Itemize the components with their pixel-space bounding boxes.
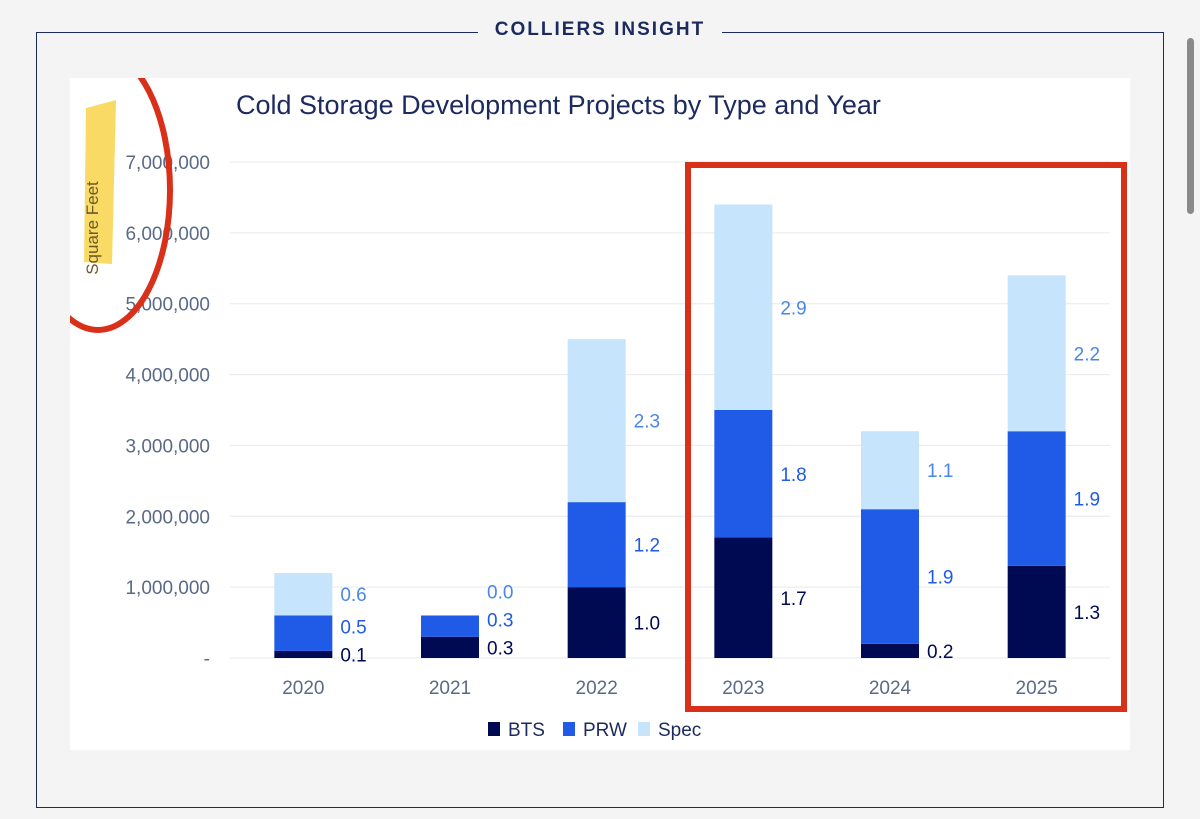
value-label-prw: 0.3: [487, 610, 513, 631]
x-tick-label: 2021: [429, 678, 471, 699]
bar-prw: [421, 615, 479, 637]
brand-label: COLLIERS INSIGHT: [494, 19, 706, 40]
bar-spec: [714, 204, 773, 410]
gridlines: [230, 161, 1110, 659]
value-label-spec: 2.2: [1074, 344, 1100, 365]
value-label-prw: 0.5: [340, 617, 366, 638]
x-tick-label: 2023: [722, 678, 764, 699]
value-label-spec: 2.3: [634, 412, 660, 433]
value-label-bts: 0.2: [927, 642, 953, 663]
value-label-prw: 1.2: [634, 536, 660, 557]
value-label-bts: 0.3: [487, 638, 513, 659]
bar-bts: [274, 650, 333, 658]
legend-swatch-prw: [563, 722, 575, 736]
chart-canvas: 0.1 0.5 0.6 0.3 0.3 0.0 1.0 1.2 2.3 1.7 1.8 2.9 0.2 1…: [70, 78, 1127, 741]
scrollbar-thumb[interactable]: [1187, 38, 1194, 214]
value-label-bts: 1.0: [634, 614, 660, 635]
value-label-bts: 0.1: [340, 645, 366, 666]
y-tick-label: -: [204, 649, 210, 670]
legend: BTS PRW Spec: [488, 720, 701, 741]
red-circle-annotation: [70, 78, 173, 333]
value-label-spec: 2.9: [780, 298, 806, 319]
bar-prw: [274, 615, 333, 651]
y-tick-label: 5,000,000: [125, 295, 210, 316]
value-label-spec: 1.1: [927, 461, 953, 482]
value-labels: 0.1 0.5 0.6 0.3 0.3 0.0 1.0 1.2 2.3 1.7 1.8 2.9 0.2 1…: [340, 298, 1100, 666]
red-box-annotation: [685, 162, 1127, 712]
legend-label-prw: PRW: [583, 720, 627, 741]
bar-prw: [714, 410, 773, 538]
axes: - 1,000,000 2,000,000 3,000,000 4,000,000 5,0…: [125, 153, 1057, 699]
value-label-spec: 0.0: [487, 582, 513, 603]
bar-prw: [567, 502, 626, 588]
legend-label-spec: Spec: [658, 720, 701, 741]
value-label-prw: 1.9: [1074, 490, 1100, 511]
brand-header: COLLIERS INSIGHT: [478, 16, 722, 44]
value-label-bts: 1.3: [1074, 603, 1100, 624]
y-tick-label: 4,000,000: [125, 366, 210, 387]
bar-bts: [421, 636, 479, 658]
annotations: Square Feet: [70, 78, 1127, 712]
y-tick-label: 3,000,000: [125, 436, 210, 457]
bar-bts: [567, 587, 626, 658]
y-axis-title: Square Feet: [83, 181, 102, 275]
bar-spec: [567, 339, 626, 503]
y-tick-label: 2,000,000: [125, 507, 210, 528]
x-tick-label: 2025: [1016, 678, 1058, 699]
legend-label-bts: BTS: [508, 720, 545, 741]
bar-bts: [861, 643, 919, 658]
x-tick-label: 2024: [869, 678, 912, 699]
bar-spec: [274, 572, 333, 616]
value-label-prw: 1.8: [780, 465, 806, 486]
bar-spec: [1007, 275, 1066, 432]
legend-swatch-bts: [488, 722, 500, 736]
chart-card: 0.1 0.5 0.6 0.3 0.3 0.0 1.0 1.2 2.3 1.7 1.8 2.9 0.2 1…: [70, 78, 1130, 750]
bar-bts: [1007, 565, 1066, 658]
bar-group: [274, 204, 1066, 658]
x-tick-label: 2022: [576, 678, 618, 699]
legend-swatch-spec: [638, 722, 650, 736]
bar-spec: [861, 431, 919, 510]
yellow-highlight-mark: [84, 100, 116, 264]
value-label-spec: 0.6: [340, 585, 366, 606]
bar-bts: [714, 537, 773, 658]
y-tick-label: 1,000,000: [125, 578, 210, 599]
bar-prw: [1007, 431, 1066, 566]
value-label-bts: 1.7: [780, 589, 806, 610]
value-label-prw: 1.9: [927, 568, 953, 589]
chart-title: Cold Storage Development Projects by Typ…: [236, 90, 881, 120]
x-tick-label: 2020: [282, 678, 324, 699]
bar-prw: [861, 509, 919, 644]
